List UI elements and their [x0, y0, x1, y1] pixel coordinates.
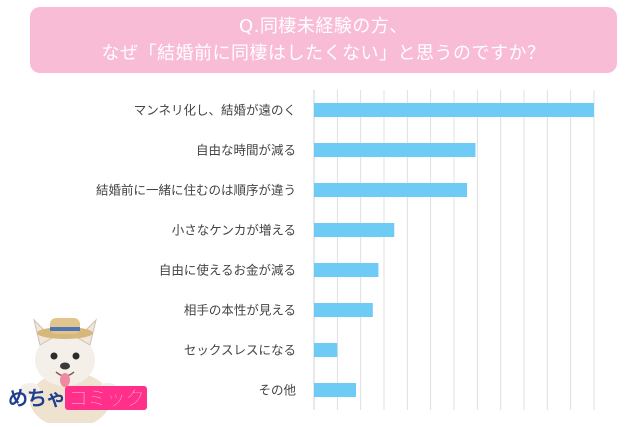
- category-label-4: 自由に使えるお金が減る: [159, 263, 296, 278]
- brand-logo: めちゃ コミック: [8, 382, 147, 411]
- category-label-6: セックスレスになる: [184, 343, 296, 358]
- bar-2: [314, 183, 468, 197]
- bar-6: [314, 343, 338, 357]
- bar-1: [314, 143, 476, 157]
- chart-title-line-1: Q.同棲未経験の方、: [239, 16, 408, 37]
- bar-0: [314, 103, 594, 117]
- category-label-2: 結婚前に一緒に住むのは順序が違う: [96, 183, 296, 198]
- category-label-5: 相手の本性が見える: [184, 303, 296, 318]
- brand-logo-part1: めちゃ: [8, 386, 66, 410]
- category-label-3: 小さなケンカが増える: [172, 223, 296, 238]
- bar-4: [314, 263, 379, 277]
- category-label-1: 自由な時間が減る: [196, 143, 296, 158]
- chart-title-box: Q.同棲未経験の方、 なぜ「結婚前に同棲はしたくない」と思うのですか？: [30, 7, 617, 73]
- bar-5: [314, 303, 373, 317]
- category-label-7: その他: [258, 383, 296, 398]
- bar-7: [314, 383, 356, 397]
- chart-title-line-2: なぜ「結婚前に同棲はしたくない」と思うのですか？: [101, 43, 546, 64]
- brand-logo-part2: コミック: [65, 386, 147, 410]
- category-label-0: マンネリ化し、結婚が遠のく: [134, 103, 296, 118]
- mascot-logo: めちゃ コミック: [0, 300, 160, 427]
- bar-3: [314, 223, 395, 237]
